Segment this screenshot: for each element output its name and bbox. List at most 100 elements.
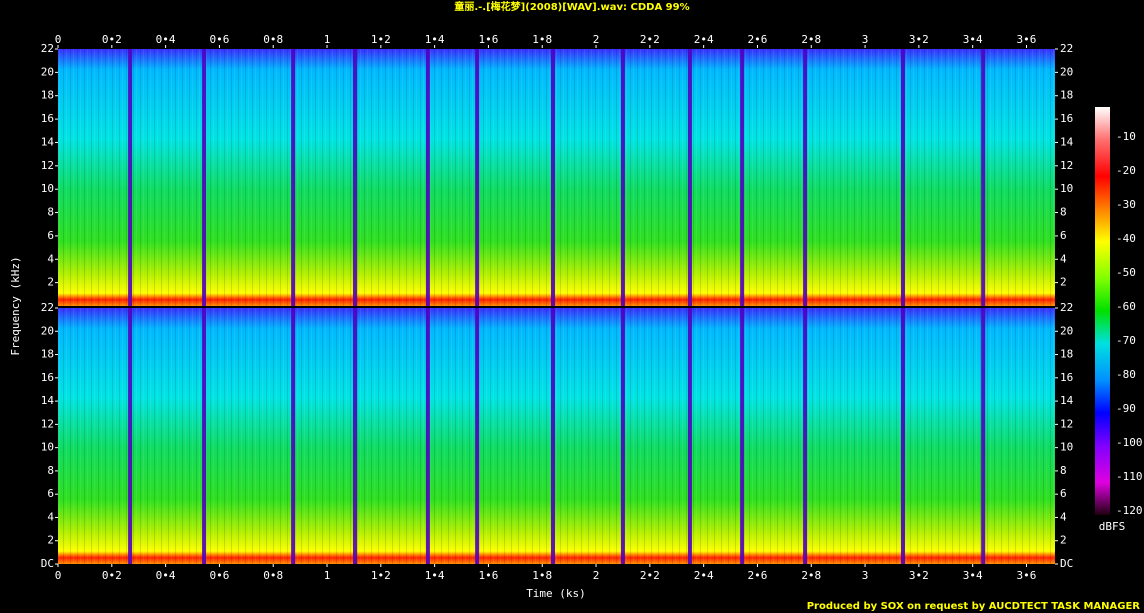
track-boundary (425, 49, 430, 306)
track-boundary (740, 49, 745, 306)
x-tick-label-top: 3 (862, 33, 869, 46)
y-tick-label: 6 (47, 229, 54, 242)
y-tick-label: 22 (41, 42, 54, 55)
y-tick-label-right: 22 (1060, 301, 1073, 314)
colorbar (1095, 107, 1110, 515)
x-tick-label-top: 0 (55, 33, 62, 46)
track-boundary (202, 308, 207, 564)
track-boundary (353, 49, 358, 306)
x-tick-label: 1•6 (478, 569, 498, 582)
x-tick-label-top: 1•8 (532, 33, 552, 46)
x-tick-label: 1•8 (532, 569, 552, 582)
x-tick-label-top: 2 (593, 33, 600, 46)
y-tick-label: 10 (41, 441, 54, 454)
y-tick-label-right: 8 (1060, 206, 1067, 219)
y-tick-label-right: 18 (1060, 348, 1073, 361)
track-boundary (687, 49, 692, 306)
y-tick-label: 22 (41, 301, 54, 314)
y-tick-label-right: 8 (1060, 464, 1067, 477)
x-tick-label: 3•2 (909, 569, 929, 582)
colorbar-label: dBFS (1099, 520, 1126, 533)
y-tick-label-right: 2 (1060, 276, 1067, 289)
x-tick-label-top: 1•4 (425, 33, 445, 46)
y-tick-label-right: 6 (1060, 487, 1067, 500)
x-tick-label-top: 2•6 (748, 33, 768, 46)
y-tick-label: 12 (41, 159, 54, 172)
track-boundary (687, 308, 692, 564)
y-tick-label: 8 (47, 206, 54, 219)
x-tick-label: 3•6 (1017, 569, 1037, 582)
track-boundary (128, 308, 133, 564)
track-boundary (551, 308, 556, 564)
y-tick-label-right: 20 (1060, 324, 1073, 337)
x-tick-label-top: 2•8 (801, 33, 821, 46)
y-tick-label: 12 (41, 417, 54, 430)
y-tick-label: 2 (47, 534, 54, 547)
track-boundary (128, 49, 133, 306)
track-boundary (981, 308, 986, 564)
chart-title: 童丽.-.[梅花梦](2008)[WAV].wav: CDDA 99% (454, 0, 689, 13)
track-boundary (803, 49, 808, 306)
colorbar-tick-label: -90 (1116, 402, 1136, 415)
x-tick-label-top: 3•6 (1017, 33, 1037, 46)
track-boundary (620, 49, 625, 306)
y-tick-label: 18 (41, 348, 54, 361)
x-axis-label: Time (ks) (526, 587, 586, 600)
y-tick-label: 20 (41, 324, 54, 337)
y-tick-label-right: 12 (1060, 417, 1073, 430)
x-tick-label: 0•6 (209, 569, 229, 582)
y-tick-label: 16 (41, 112, 54, 125)
track-boundary (620, 308, 625, 564)
y-tick-label-right: 4 (1060, 252, 1067, 265)
x-tick-label: 2•2 (640, 569, 660, 582)
y-tick-label: 4 (47, 510, 54, 523)
x-tick-label-top: 0•4 (156, 33, 176, 46)
x-tick-label: 1•4 (425, 569, 445, 582)
y-tick-label: 2 (47, 276, 54, 289)
spectrogram-texture (58, 49, 1055, 306)
spectrogram-texture (58, 308, 1055, 564)
y-tick-label: 14 (41, 135, 55, 148)
track-boundary (740, 308, 745, 564)
y-tick-label-right: 22 (1060, 42, 1073, 55)
x-tick-label-top: 0•8 (263, 33, 283, 46)
colorbar-tick-label: -80 (1116, 368, 1136, 381)
colorbar-tick-label: -50 (1116, 266, 1136, 279)
track-boundary (475, 49, 480, 306)
y-tick-label-right: 2 (1060, 534, 1067, 547)
x-tick-label: 1•2 (371, 569, 391, 582)
y-tick-label: 20 (41, 65, 54, 78)
track-boundary (551, 49, 556, 306)
colorbar-tick-label: -100 (1116, 436, 1143, 449)
y-tick-label: 6 (47, 487, 54, 500)
x-tick-label: 3•4 (963, 569, 983, 582)
track-boundary (475, 308, 480, 564)
x-tick-label-top: 0•2 (102, 33, 122, 46)
y-tick-label: DC (41, 557, 54, 570)
y-tick-label-right: 14 (1060, 394, 1074, 407)
y-tick-label-right: 6 (1060, 229, 1067, 242)
y-tick-label: 16 (41, 371, 54, 384)
x-tick-label: 2•4 (694, 569, 714, 582)
y-tick-label: 8 (47, 464, 54, 477)
y-tick-label: 4 (47, 252, 54, 265)
x-tick-label: 0 (55, 569, 62, 582)
track-boundary (901, 308, 906, 564)
x-tick-label-top: 1•2 (371, 33, 391, 46)
track-boundary (353, 308, 358, 564)
track-boundary (425, 308, 430, 564)
y-axis-label: Frequency (kHz) (9, 256, 22, 355)
x-tick-label-top: 0•6 (209, 33, 229, 46)
x-tick-label: 0•4 (156, 569, 176, 582)
y-tick-label-right: 12 (1060, 159, 1073, 172)
y-tick-label: 10 (41, 182, 54, 195)
x-tick-label: 0•2 (102, 569, 122, 582)
colorbar-tick-label: -10 (1116, 130, 1136, 143)
colorbar-tick-label: -40 (1116, 232, 1136, 245)
y-tick-label-right: 10 (1060, 441, 1073, 454)
y-tick-label-right: 18 (1060, 89, 1073, 102)
track-boundary (291, 49, 296, 306)
colorbar-tick-label: -110 (1116, 470, 1143, 483)
x-tick-label: 3 (862, 569, 869, 582)
track-boundary (202, 49, 207, 306)
